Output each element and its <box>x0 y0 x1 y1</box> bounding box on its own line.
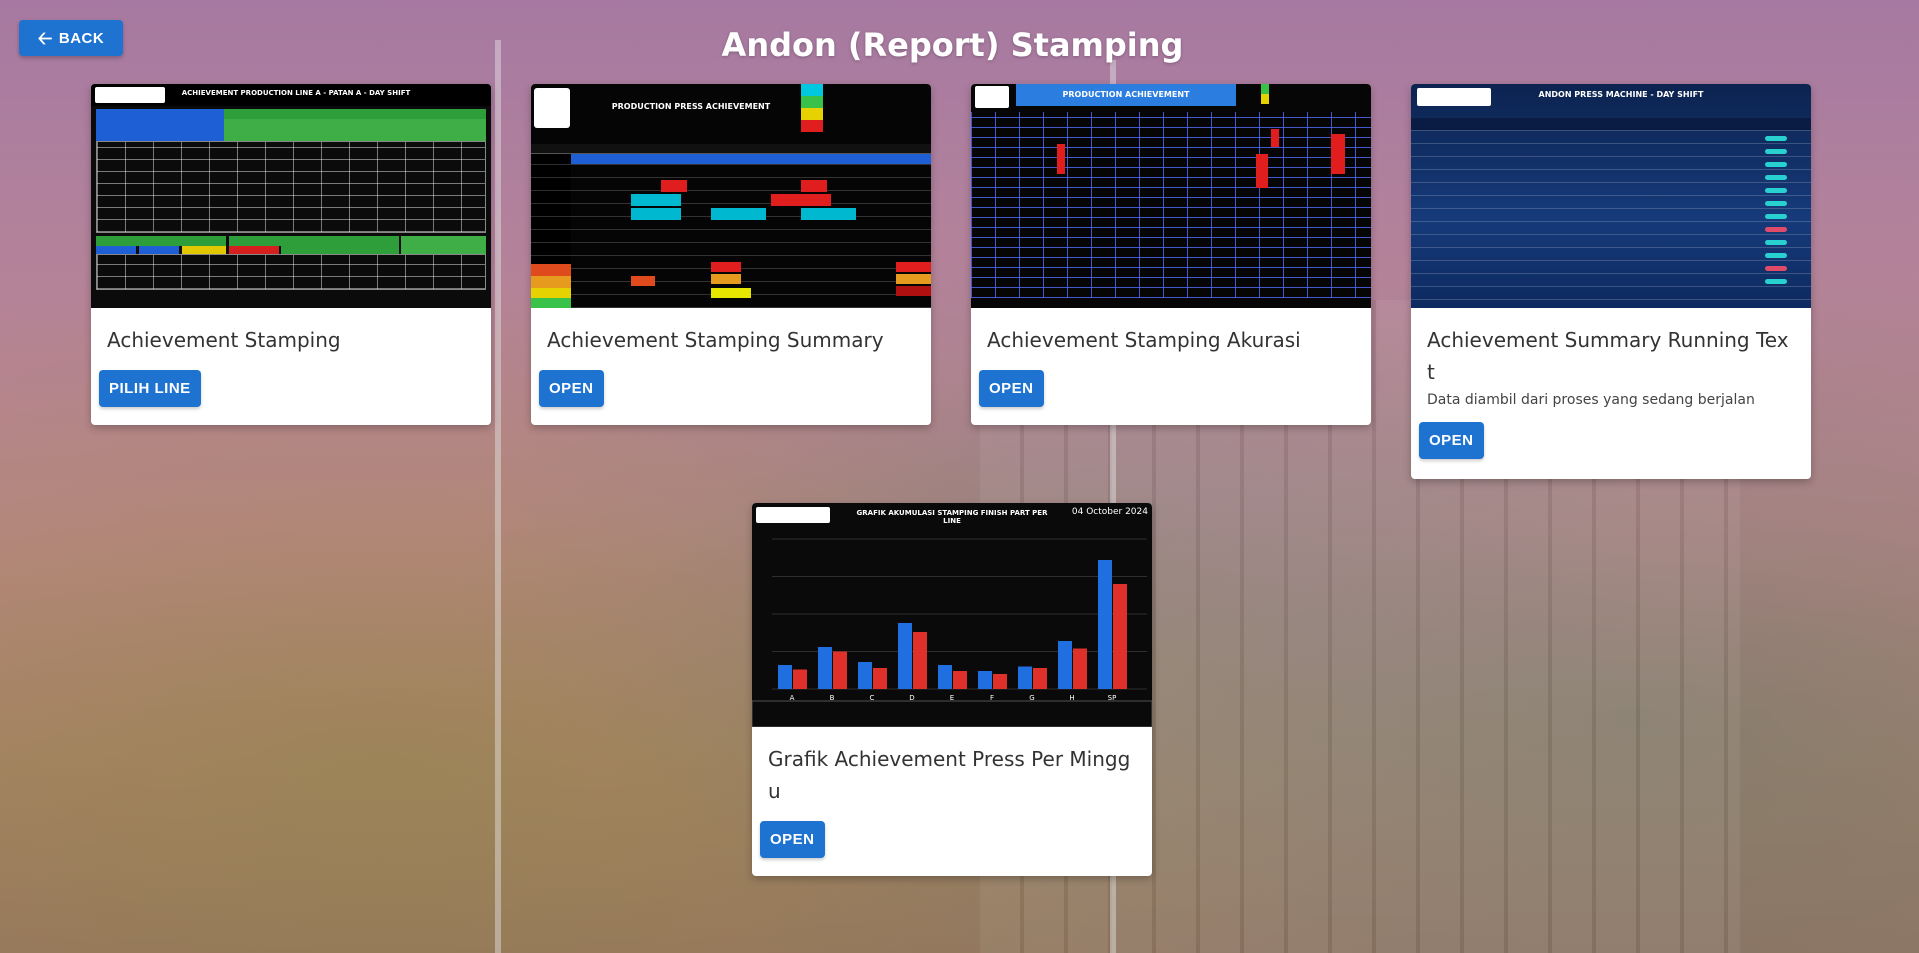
card-title: Grafik Achievement Press Per Minggu <box>768 747 1131 803</box>
thumb-date: 04 October 2024 <box>1071 507 1148 517</box>
thumb-heading: PRODUCTION ACHIEVEMENT <box>1062 90 1190 99</box>
logo-icon <box>975 86 1009 108</box>
tick-label: F <box>990 694 994 702</box>
bar-blue <box>938 665 952 689</box>
card-achievement-stamping-akurasi: PRODUCTION ACHIEVEMENT Achievement Stamp… <box>971 84 1371 425</box>
thumb-heading: ANDON PRESS MACHINE - DAY SHIFT <box>1538 90 1704 99</box>
logo-icon <box>756 507 830 523</box>
card-thumbnail[interactable]: PRODUCTION ACHIEVEMENT <box>971 84 1371 308</box>
bar-red <box>913 632 927 689</box>
tick-label: G <box>1029 694 1034 702</box>
summary-table <box>752 700 1152 727</box>
tick-label: A <box>790 694 795 702</box>
tick-label: H <box>1069 694 1074 702</box>
bar-blue <box>858 662 872 689</box>
logo-icon <box>534 88 570 128</box>
back-button[interactable]: 🡠 BACK <box>19 20 123 56</box>
mini-bar-chart: A B C D E F G H SP <box>752 538 1152 727</box>
open-button[interactable]: OPEN <box>979 370 1044 407</box>
bar-blue <box>778 665 792 689</box>
card-title: Achievement Stamping Akurasi <box>987 328 1301 352</box>
bar-blue <box>898 623 912 689</box>
tick-label: B <box>830 694 835 702</box>
bar-red <box>953 671 967 689</box>
tick-label: SP <box>1108 694 1117 702</box>
bar-red <box>1033 668 1047 689</box>
bar-red <box>793 669 807 689</box>
card-thumbnail[interactable]: PRODUCTION PRESS ACHIEVEMENT <box>531 84 931 308</box>
card-thumbnail[interactable]: ACHIEVEMENT PRODUCTION LINE A - PATAN A … <box>91 84 491 308</box>
bar-red <box>873 668 887 689</box>
bar-blue <box>1058 641 1072 689</box>
card-achievement-summary-running-text: ANDON PRESS MACHINE - DAY SHIFT Achievem… <box>1411 84 1811 479</box>
card-thumbnail[interactable]: GRAFIK AKUMULASI STAMPING FINISH PART PE… <box>752 503 1152 727</box>
open-button[interactable]: OPEN <box>539 370 604 407</box>
thumb-heading: PRODUCTION PRESS ACHIEVEMENT <box>611 102 771 111</box>
logo-icon <box>1417 88 1491 106</box>
card-achievement-stamping-summary: PRODUCTION PRESS ACHIEVEMENT Achievement… <box>531 84 931 425</box>
card-thumbnail[interactable]: ANDON PRESS MACHINE - DAY SHIFT <box>1411 84 1811 308</box>
arrow-left-icon: 🡠 <box>37 28 53 48</box>
card-achievement-stamping: ACHIEVEMENT PRODUCTION LINE A - PATAN A … <box>91 84 491 425</box>
bar-blue <box>1098 560 1112 689</box>
tick-label: D <box>909 694 914 702</box>
pilih-line-button[interactable]: PILIH LINE <box>99 370 201 407</box>
logo-icon <box>95 87 165 103</box>
bar-red <box>993 674 1007 689</box>
card-grafik-achievement-press-per-minggu: GRAFIK AKUMULASI STAMPING FINISH PART PE… <box>752 503 1152 876</box>
card-description: Data diambil dari proses yang sedang ber… <box>1427 392 1755 408</box>
back-button-label: BACK <box>58 29 105 47</box>
bar-blue <box>818 647 832 689</box>
open-button[interactable]: OPEN <box>760 821 825 858</box>
card-title: Achievement Stamping <box>107 328 341 352</box>
page-title: Andon (Report) Stamping <box>721 26 1184 64</box>
bar-red <box>833 651 847 689</box>
tick-label: C <box>870 694 875 702</box>
bar-red <box>1113 584 1127 689</box>
card-title: Achievement Stamping Summary <box>547 328 884 352</box>
bar-red <box>1073 648 1087 689</box>
card-title: Achievement Summary Running Text <box>1427 328 1789 384</box>
background-flagpole <box>495 40 501 953</box>
thumb-heading: GRAFIK AKUMULASI STAMPING FINISH PART PE… <box>856 509 1048 525</box>
tick-label: E <box>950 694 954 702</box>
open-button[interactable]: OPEN <box>1419 422 1484 459</box>
bar-blue <box>1018 666 1032 689</box>
thumb-heading: ACHIEVEMENT PRODUCTION LINE A - PATAN A … <box>181 89 411 97</box>
bar-blue <box>978 671 992 689</box>
